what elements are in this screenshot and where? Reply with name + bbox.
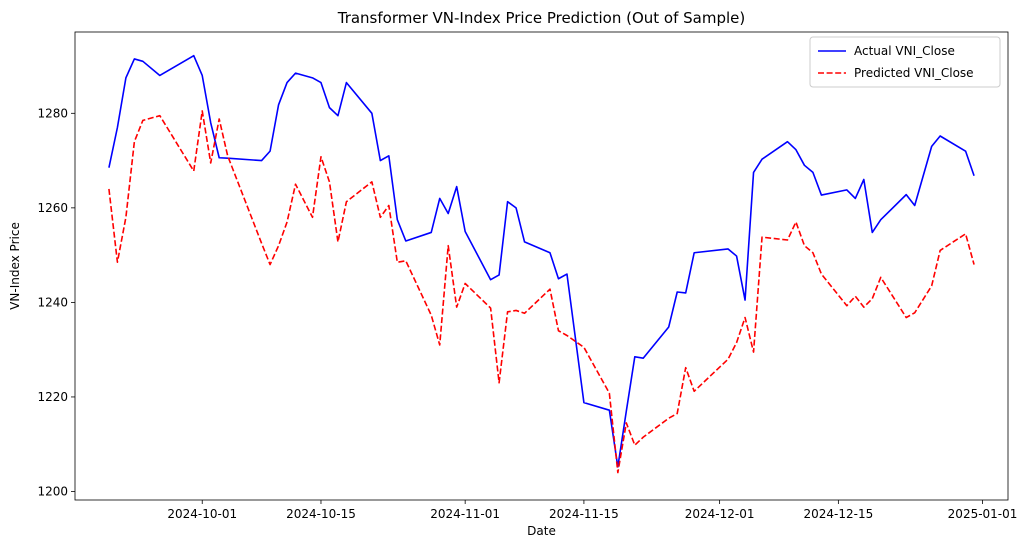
x-tick-label: 2024-10-15 [286, 507, 356, 521]
y-tick-label: 1260 [37, 201, 68, 215]
y-axis-title: VN-Index Price [8, 222, 22, 310]
x-tick-label: 2024-11-15 [549, 507, 619, 521]
axes-frame [74, 31, 1009, 501]
series-line-predicted [108, 110, 975, 474]
x-axis-title: Date [527, 524, 556, 538]
x-tick-label: 2024-11-01 [430, 507, 500, 521]
legend-label-predicted: Predicted VNI_Close [854, 66, 974, 80]
x-tick-label: 2025-01-01 [948, 507, 1018, 521]
x-tick-label: 2024-12-15 [803, 507, 873, 521]
legend-box [809, 36, 1001, 88]
y-tick-label: 1220 [37, 390, 68, 404]
chart-title: Transformer VN-Index Price Prediction (O… [337, 9, 746, 27]
y-tick-label: 1200 [37, 484, 68, 498]
legend: Actual VNI_Close Predicted VNI_Close [809, 36, 1001, 88]
y-tick-label: 1280 [37, 106, 68, 120]
x-tick-label: 2024-10-01 [167, 507, 237, 521]
legend-label-actual: Actual VNI_Close [854, 44, 955, 58]
x-tick-label: 2024-12-01 [685, 507, 755, 521]
series-line-actual [108, 54, 975, 468]
y-tick-label: 1240 [37, 295, 68, 309]
plot-area: 2024-10-01 2024-10-15 2024-11-01 2024-11-15… [37, 31, 1018, 521]
